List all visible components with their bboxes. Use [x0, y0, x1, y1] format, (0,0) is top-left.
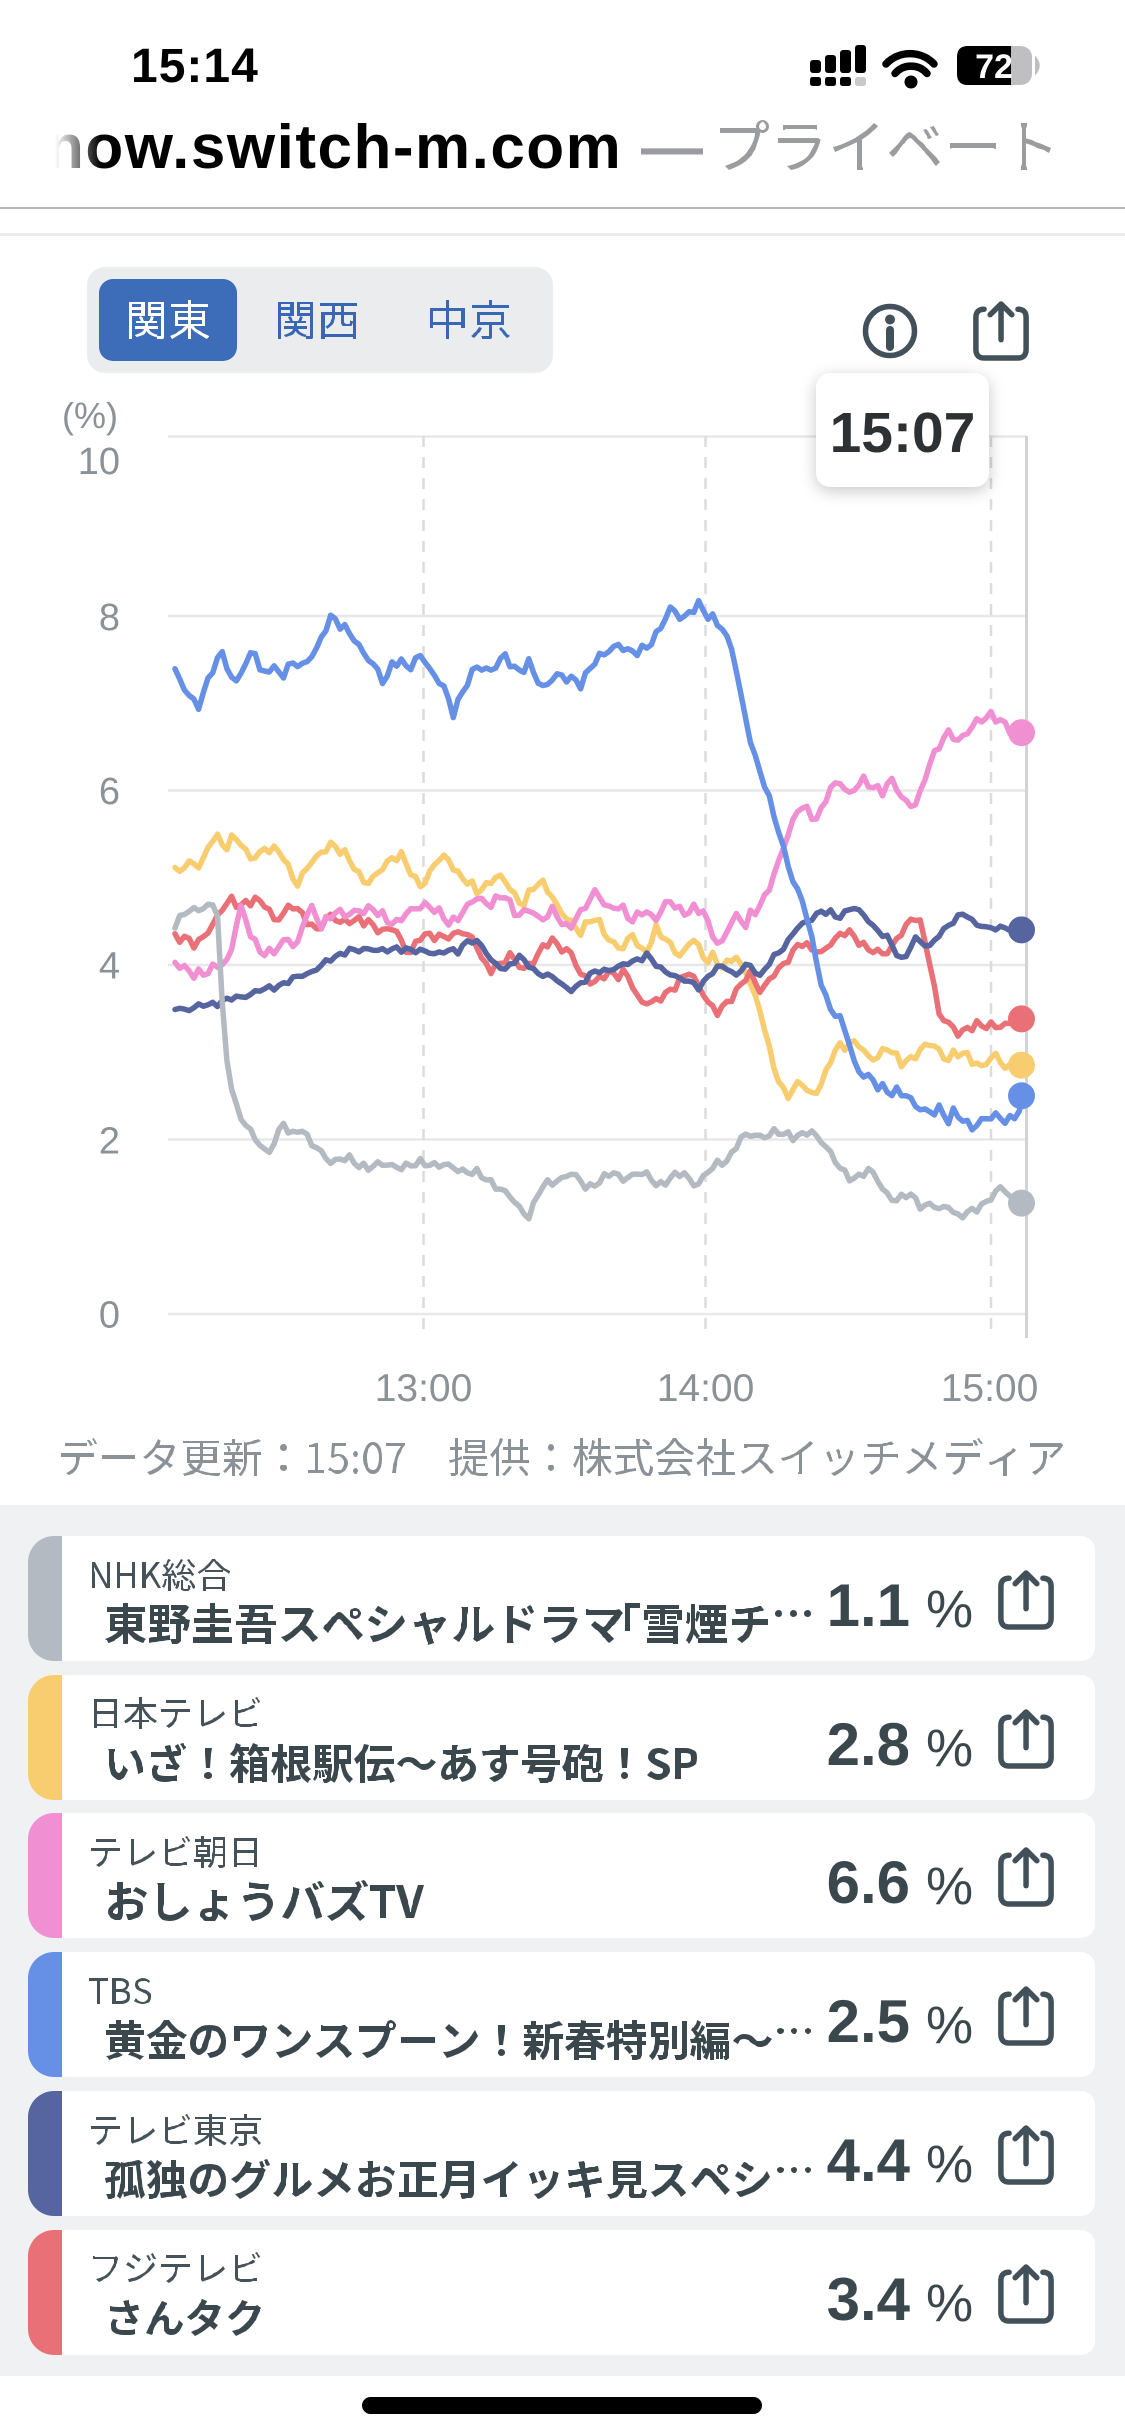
svg-text:0: 0: [99, 1295, 120, 1337]
svg-text:6: 6: [99, 771, 120, 813]
svg-text:13:00: 13:00: [375, 1367, 473, 1410]
svg-text:72: 72: [975, 48, 1013, 86]
svg-text:15:00: 15:00: [941, 1367, 1039, 1410]
svg-text:10: 10: [78, 441, 120, 483]
svg-text:(%): (%): [62, 395, 118, 436]
svg-text:4: 4: [99, 946, 120, 988]
svg-text:14:00: 14:00: [657, 1367, 755, 1410]
svg-text:8: 8: [99, 597, 120, 639]
svg-text:2: 2: [99, 1121, 120, 1163]
